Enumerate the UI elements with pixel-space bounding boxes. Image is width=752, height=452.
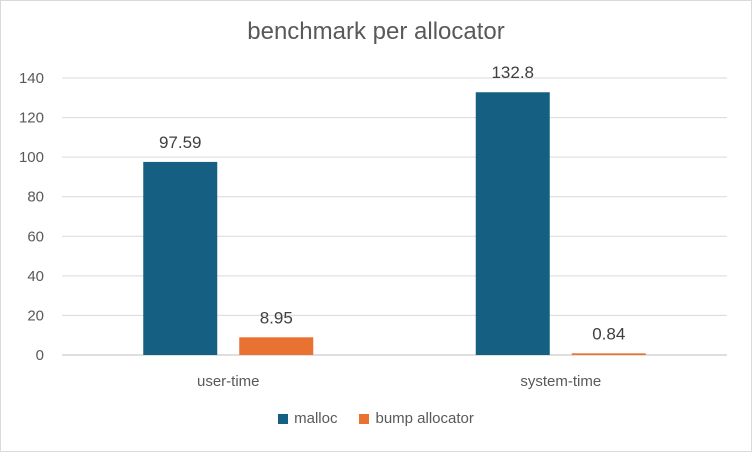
bar-bump-allocator-system-time [571,353,646,355]
data-label: 0.84 [592,324,625,343]
y-tick-label: 20 [27,307,44,324]
y-tick-label: 100 [19,149,44,166]
data-label: 132.8 [491,63,534,82]
y-tick-label: 60 [27,228,44,245]
y-tick-label: 40 [27,268,44,285]
bar-malloc-user-time [143,161,218,355]
chart-title: benchmark per allocator [247,18,505,45]
y-tick-label: 120 [19,110,44,127]
x-tick-label: user-time [197,373,260,390]
legend-swatch-bump-allocator [359,413,370,424]
legend-swatch-malloc [278,413,289,424]
x-tick-label: system-time [520,373,601,390]
data-label: 97.59 [159,133,202,152]
legend-label-bump-allocator: bump allocator [375,410,474,427]
y-tick-label: 80 [27,189,44,206]
legend-label-malloc: malloc [294,410,338,427]
data-label: 8.95 [260,308,293,327]
bar-malloc-system-time [475,92,550,355]
y-tick-label: 0 [36,347,44,364]
chart-legend: malloc bump allocator [0,410,752,427]
y-tick-label: 140 [19,70,44,87]
legend-item-malloc: malloc [278,410,337,427]
bar-bump-allocator-user-time [239,337,314,355]
legend-item-bump-allocator: bump allocator [359,410,474,427]
